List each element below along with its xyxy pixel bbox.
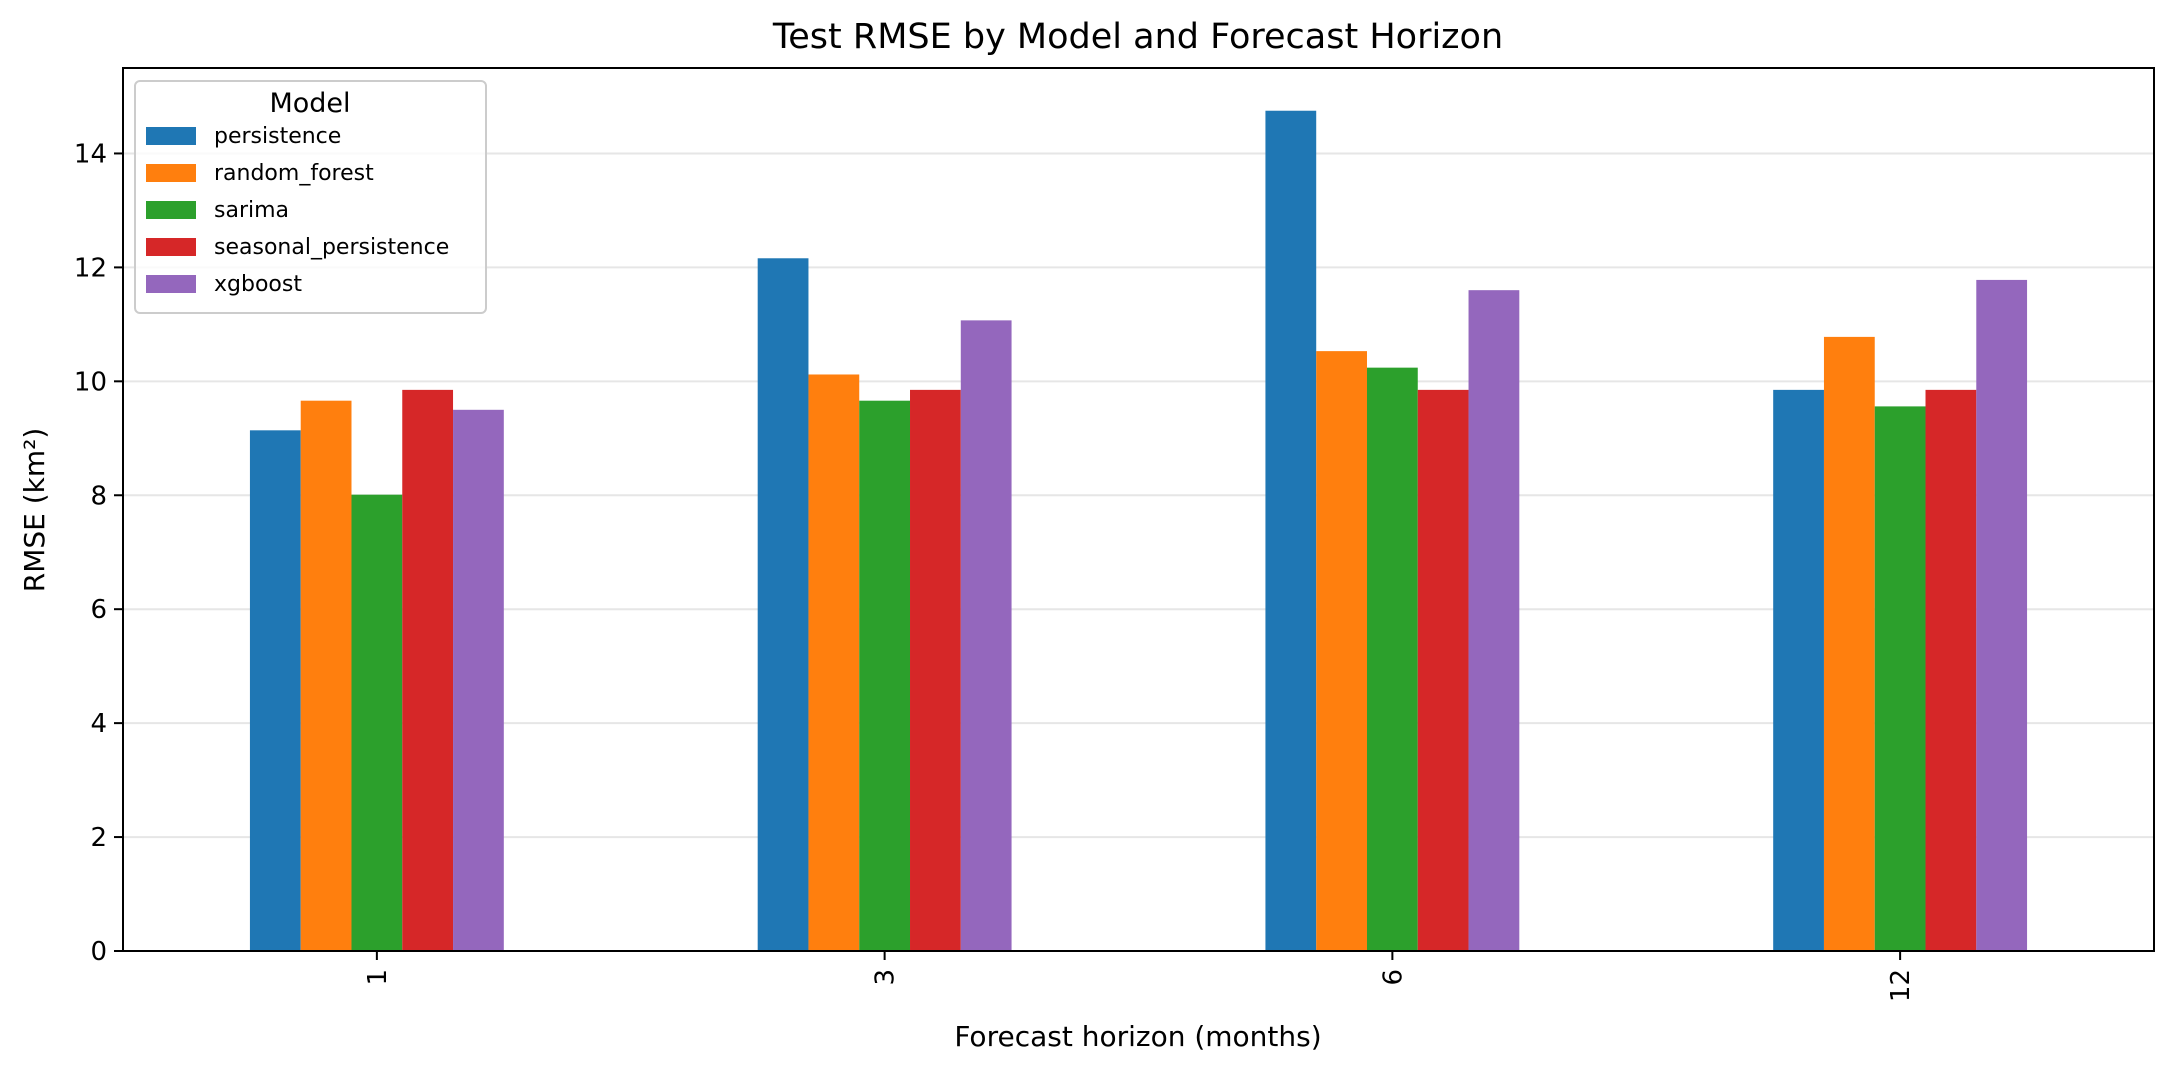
x-tick-label: 12 bbox=[1886, 969, 1916, 1002]
legend-swatch-random_forest bbox=[146, 164, 196, 182]
chart-title: Test RMSE by Model and Forecast Horizon bbox=[772, 17, 1503, 57]
legend-label-xgboost: xgboost bbox=[214, 272, 302, 297]
legend-label-persistence: persistence bbox=[214, 124, 341, 149]
y-axis-ticks: 0 2 4 6 8 10 12 14 bbox=[74, 139, 123, 967]
legend-title: Model bbox=[269, 88, 350, 119]
bar-random_forest-12 bbox=[1823, 336, 1875, 951]
bars bbox=[249, 110, 2028, 952]
bar-random_forest-1 bbox=[300, 400, 352, 951]
x-axis-ticks: 1 3 6 12 bbox=[363, 951, 1916, 1002]
y-tick-label: 2 bbox=[90, 823, 107, 853]
legend-label-sarima: sarima bbox=[214, 198, 289, 223]
x-tick-label: 3 bbox=[871, 969, 901, 986]
bar-seasonal_persistence-12 bbox=[1925, 389, 1977, 951]
y-tick-label: 8 bbox=[90, 481, 107, 511]
y-tick-label: 0 bbox=[90, 937, 107, 967]
x-axis-label: Forecast horizon (months) bbox=[954, 1020, 1321, 1053]
bar-persistence-6 bbox=[1265, 110, 1317, 951]
legend-label-random_forest: random_forest bbox=[214, 161, 374, 186]
bar-xgboost-1 bbox=[453, 409, 504, 951]
bar-sarima-3 bbox=[859, 400, 911, 951]
bar-seasonal_persistence-6 bbox=[1417, 389, 1469, 951]
bar-persistence-12 bbox=[1773, 389, 1824, 951]
y-tick-label: 12 bbox=[74, 253, 107, 283]
bar-random_forest-6 bbox=[1316, 351, 1367, 952]
bar-sarima-1 bbox=[351, 494, 403, 951]
bar-persistence-3 bbox=[757, 258, 809, 952]
y-axis-label: RMSE (km²) bbox=[18, 428, 51, 593]
legend-swatch-sarima bbox=[146, 201, 196, 219]
y-tick-label: 14 bbox=[74, 139, 107, 169]
y-tick-label: 6 bbox=[90, 595, 107, 625]
legend-box bbox=[134, 80, 487, 314]
bar-xgboost-6 bbox=[1468, 290, 1520, 951]
legend-swatch-xgboost bbox=[146, 275, 196, 293]
y-tick-label: 4 bbox=[90, 709, 107, 739]
plot-frame bbox=[122, 67, 2155, 952]
x-tick-label: 1 bbox=[363, 969, 393, 986]
bar-sarima-12 bbox=[1874, 406, 1926, 951]
legend-label-seasonal_persistence: seasonal_persistence bbox=[214, 235, 449, 260]
bar-seasonal_persistence-1 bbox=[402, 389, 454, 951]
legend-swatch-seasonal_persistence bbox=[146, 238, 196, 256]
bar-seasonal_persistence-3 bbox=[910, 389, 961, 951]
bar-persistence-1 bbox=[249, 430, 301, 952]
x-tick-label: 6 bbox=[1378, 969, 1408, 986]
legend-swatch-persistence bbox=[146, 127, 196, 145]
bar-xgboost-3 bbox=[960, 320, 1012, 952]
bar-random_forest-3 bbox=[808, 374, 860, 951]
y-tick-label: 10 bbox=[74, 367, 107, 397]
bar-sarima-6 bbox=[1366, 367, 1418, 951]
bar-xgboost-12 bbox=[1976, 279, 2028, 951]
